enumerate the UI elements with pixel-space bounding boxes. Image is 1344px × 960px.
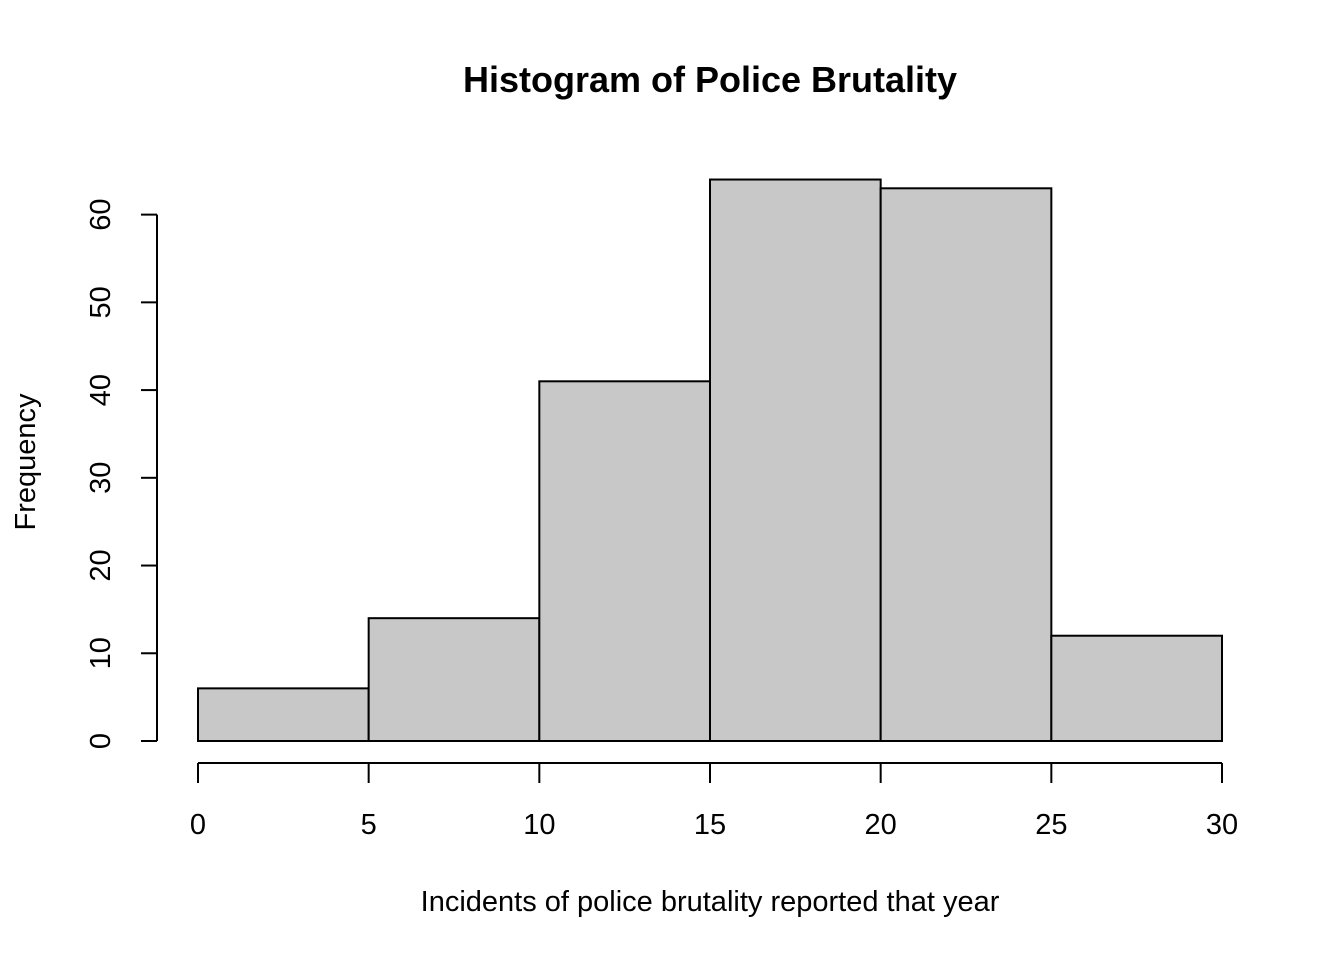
x-tick-label: 0 — [190, 809, 206, 841]
y-tick-label: 0 — [85, 733, 117, 749]
y-tick-label: 30 — [85, 462, 117, 494]
x-tick-label: 10 — [523, 809, 555, 841]
histogram-bar — [1050, 634, 1224, 742]
y-tick-label: 40 — [85, 374, 117, 406]
y-axis: 0 10 20 30 40 50 60 — [85, 198, 158, 749]
y-tick-label: 20 — [85, 549, 117, 581]
x-axis: 0 5 10 15 20 25 30 — [190, 762, 1238, 841]
x-tick-label: 20 — [865, 809, 897, 841]
histogram-bar — [197, 687, 370, 742]
chart-title: Histogram of Police Brutality — [463, 59, 957, 100]
histogram-bar — [709, 178, 882, 742]
x-tick-label: 30 — [1206, 809, 1238, 841]
histogram-bars — [197, 178, 1224, 742]
x-tick-label: 25 — [1035, 809, 1067, 841]
histogram-bar — [879, 187, 1053, 742]
x-tick-label: 15 — [694, 809, 726, 841]
y-axis-label: Frequency — [10, 393, 42, 531]
y-tick-label: 10 — [85, 637, 117, 669]
x-tick-label: 5 — [361, 809, 377, 841]
y-tick-label: 50 — [85, 286, 117, 318]
y-tick-label: 60 — [85, 198, 117, 230]
histogram-bar — [367, 617, 541, 742]
x-axis-label: Incidents of police brutality reported t… — [421, 886, 1000, 918]
histogram-bar — [538, 380, 711, 742]
